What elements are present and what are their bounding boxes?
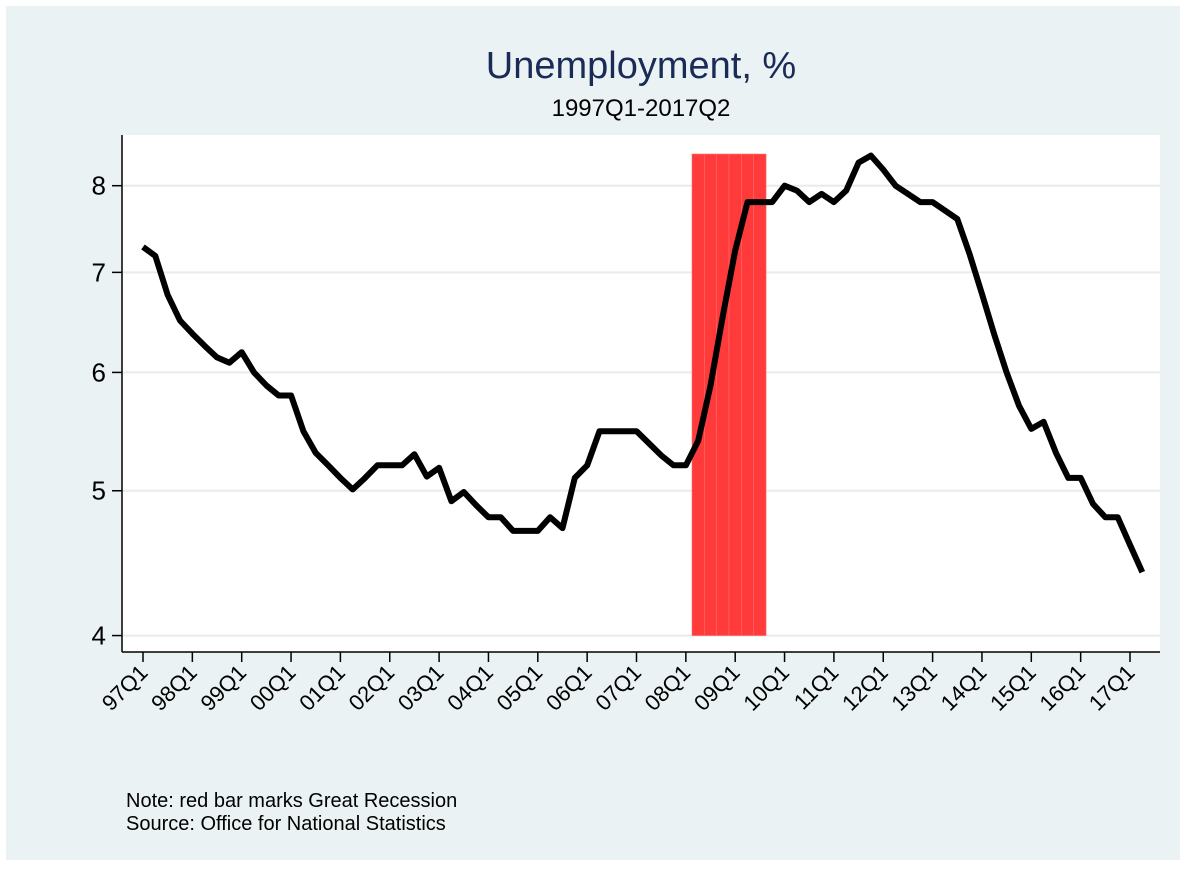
y-tick-label: 7 (92, 257, 106, 287)
y-tick-label: 4 (92, 621, 106, 651)
chart-title: Unemployment, % (486, 45, 796, 87)
y-tick-label: 8 (92, 171, 106, 201)
y-tick-label: 6 (92, 357, 106, 387)
note: Note: red bar marks Great Recession (126, 790, 457, 812)
note: Source: Office for National Statistics (126, 813, 446, 835)
recession-bar (753, 153, 767, 636)
chart-subtitle: 1997Q1-2017Q2 (552, 95, 731, 122)
plot-area (122, 135, 1160, 652)
line (141, 152, 1146, 574)
y-tick-label: 5 (92, 476, 106, 506)
recession-bar (716, 153, 730, 636)
recession-bar (691, 153, 705, 636)
